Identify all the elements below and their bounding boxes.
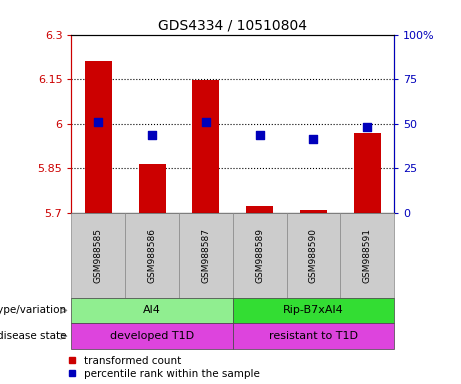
Point: [202, 119, 210, 125]
Text: disease state: disease state: [0, 331, 67, 341]
Bar: [85, 61, 112, 213]
Bar: [246, 206, 273, 213]
Text: GSM988590: GSM988590: [309, 228, 318, 283]
Bar: [300, 210, 327, 213]
Text: Rip-B7xAl4: Rip-B7xAl4: [283, 305, 344, 316]
Point: [256, 131, 263, 137]
Point: [95, 119, 102, 125]
Text: Al4: Al4: [143, 305, 161, 316]
Text: resistant to T1D: resistant to T1D: [269, 331, 358, 341]
Point: [364, 124, 371, 131]
Text: GSM988587: GSM988587: [201, 228, 210, 283]
Text: GSM988585: GSM988585: [94, 228, 103, 283]
Point: [310, 136, 317, 142]
Bar: [139, 164, 165, 213]
Text: GSM988589: GSM988589: [255, 228, 264, 283]
Title: GDS4334 / 10510804: GDS4334 / 10510804: [158, 18, 307, 32]
Text: developed T1D: developed T1D: [110, 331, 194, 341]
Bar: [193, 80, 219, 213]
Point: [148, 132, 156, 139]
Text: genotype/variation: genotype/variation: [0, 305, 67, 316]
Legend: transformed count, percentile rank within the sample: transformed count, percentile rank withi…: [67, 356, 260, 379]
Text: GSM988586: GSM988586: [148, 228, 157, 283]
Text: GSM988591: GSM988591: [363, 228, 372, 283]
Bar: [354, 133, 381, 213]
